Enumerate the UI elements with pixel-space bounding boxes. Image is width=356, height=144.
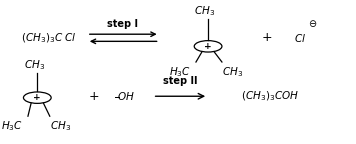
Text: $H_3C$: $H_3C$ [169, 65, 191, 79]
Text: +: + [88, 90, 99, 103]
Text: $\overline{\ }OH$: $\overline{\ }OH$ [114, 90, 136, 102]
Text: +: + [33, 93, 41, 102]
Text: $CH_3$: $CH_3$ [222, 65, 243, 79]
Text: $(CH_3)_3C\ Cl$: $(CH_3)_3C\ Cl$ [21, 31, 77, 45]
Text: ⊖: ⊖ [308, 19, 316, 29]
Text: $Cl$: $Cl$ [294, 32, 306, 44]
Text: step II: step II [163, 76, 198, 86]
Text: $CH_3$: $CH_3$ [49, 119, 71, 133]
Text: +: + [262, 31, 272, 44]
Text: $H_3C$: $H_3C$ [1, 119, 23, 133]
Text: $(CH_3)_3COH$: $(CH_3)_3COH$ [241, 89, 299, 103]
Text: +: + [204, 42, 212, 51]
Text: $CH_3$: $CH_3$ [24, 58, 46, 72]
Text: step I: step I [107, 19, 138, 29]
Text: $CH_3$: $CH_3$ [194, 4, 215, 18]
